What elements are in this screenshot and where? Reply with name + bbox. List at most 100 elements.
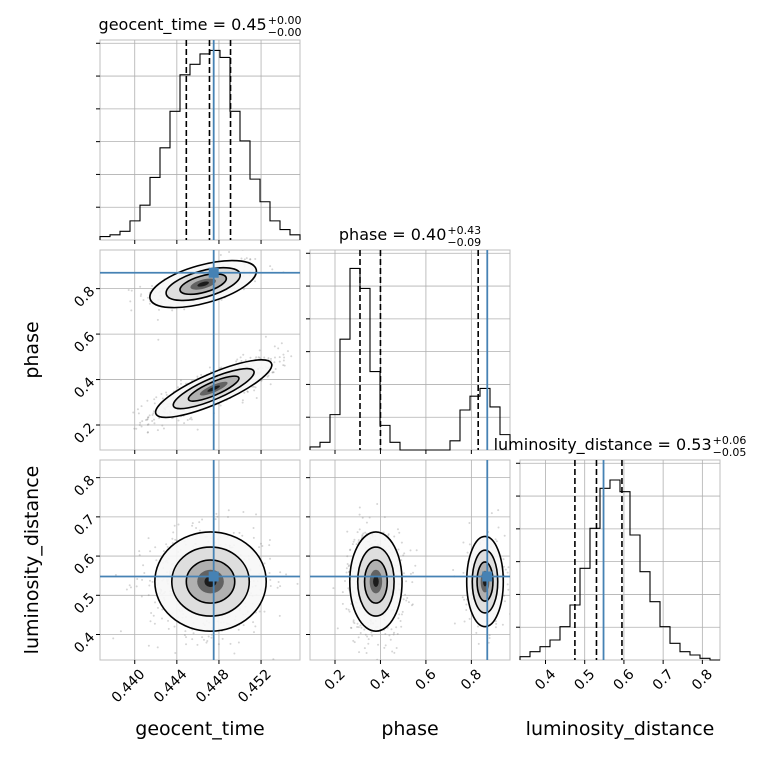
sample-point	[361, 516, 364, 519]
sample-point	[389, 638, 392, 641]
sample-point	[376, 503, 379, 506]
sample-point	[235, 360, 238, 363]
sample-point	[376, 658, 379, 660]
sample-point	[269, 265, 272, 268]
x-tick-label-luminosity_distance: 0.4	[532, 666, 559, 693]
sample-point	[183, 634, 186, 637]
sample-point	[241, 534, 244, 537]
sample-point	[249, 356, 252, 359]
sample-point	[400, 559, 403, 562]
sample-point	[356, 626, 359, 629]
sample-point	[463, 620, 466, 623]
sample-point	[142, 298, 145, 301]
sample-point	[146, 431, 149, 434]
sample-point	[356, 531, 359, 534]
panel-frame	[519, 459, 721, 661]
sample-point	[119, 630, 122, 633]
contour-line	[154, 531, 268, 632]
sample-point	[142, 564, 145, 567]
sample-point	[188, 418, 191, 421]
sample-point	[191, 524, 194, 527]
sample-point	[453, 622, 456, 625]
sample-point	[138, 554, 141, 557]
sample-point	[176, 386, 179, 389]
sample-point	[272, 371, 275, 374]
sample-point	[308, 337, 310, 339]
sample-point	[252, 536, 255, 539]
sample-point	[267, 357, 270, 360]
sample-point	[346, 563, 349, 566]
sample-point	[177, 419, 180, 422]
sample-point	[156, 646, 159, 649]
sample-point	[135, 427, 138, 430]
sample-point	[332, 587, 335, 590]
sample-point	[153, 418, 156, 421]
contour-line	[179, 273, 228, 296]
sample-point	[261, 545, 264, 548]
sample-point	[246, 390, 249, 393]
x-tick-label-luminosity_distance: 0.8	[689, 666, 716, 693]
sample-point	[146, 418, 149, 421]
sample-point	[468, 617, 471, 620]
sample-point	[254, 280, 257, 283]
sample-point	[390, 628, 393, 631]
sample-point	[403, 572, 406, 575]
sample-point	[350, 626, 353, 629]
sample-point	[151, 414, 154, 417]
sample-point	[195, 527, 198, 530]
sample-point	[132, 411, 135, 414]
sample-point	[507, 566, 510, 569]
sample-point	[461, 596, 464, 599]
sample-point	[156, 318, 159, 321]
sample-point	[341, 602, 344, 605]
sample-point	[411, 603, 414, 606]
sample-point	[198, 521, 201, 524]
sample-point	[191, 522, 194, 525]
sample-point	[258, 610, 261, 613]
sample-point	[393, 631, 396, 634]
y-tick-label-phase: 0.2	[71, 420, 98, 447]
x-tick-label-geocent_time: 0.444	[151, 666, 191, 706]
sample-point	[153, 398, 156, 401]
sample-point	[259, 542, 262, 545]
contour-line	[476, 561, 494, 602]
sample-point	[183, 422, 186, 425]
truth-marker	[482, 571, 493, 582]
sample-point	[233, 652, 236, 655]
contour-line	[471, 549, 499, 614]
sample-point	[149, 579, 152, 582]
sample-point	[214, 518, 217, 521]
sample-point	[152, 614, 155, 617]
sample-point	[167, 627, 170, 630]
sample-point	[242, 353, 245, 356]
sample-point	[140, 425, 143, 428]
x-tick-label-geocent_time: 0.452	[235, 666, 275, 706]
sample-point	[409, 572, 412, 575]
sample-point	[146, 423, 149, 426]
sample-point	[468, 522, 471, 525]
sample-point	[503, 594, 506, 597]
sample-point	[280, 342, 283, 345]
contour-line	[348, 531, 403, 632]
sample-point	[501, 623, 504, 626]
sample-point	[254, 625, 257, 628]
y-tick-label-luminosity_distance: 0.5	[71, 590, 98, 617]
x-tick-label-luminosity_distance: 0.5	[571, 666, 598, 693]
sample-point	[172, 531, 175, 534]
sample-point	[155, 559, 158, 562]
sample-point	[258, 546, 261, 549]
sample-point	[360, 626, 363, 629]
sample-point	[271, 371, 274, 374]
sample-point	[488, 634, 491, 637]
sample-point	[263, 562, 266, 565]
sample-point	[150, 612, 153, 615]
sample-point	[226, 516, 229, 519]
sample-point	[371, 634, 374, 637]
sample-point	[216, 515, 219, 518]
sample-point	[356, 622, 359, 625]
sample-point	[154, 601, 157, 604]
sample-point	[348, 610, 351, 613]
sample-point	[503, 600, 506, 603]
sample-point	[196, 643, 199, 646]
x-tick-label-phase: 0.2	[322, 666, 349, 693]
